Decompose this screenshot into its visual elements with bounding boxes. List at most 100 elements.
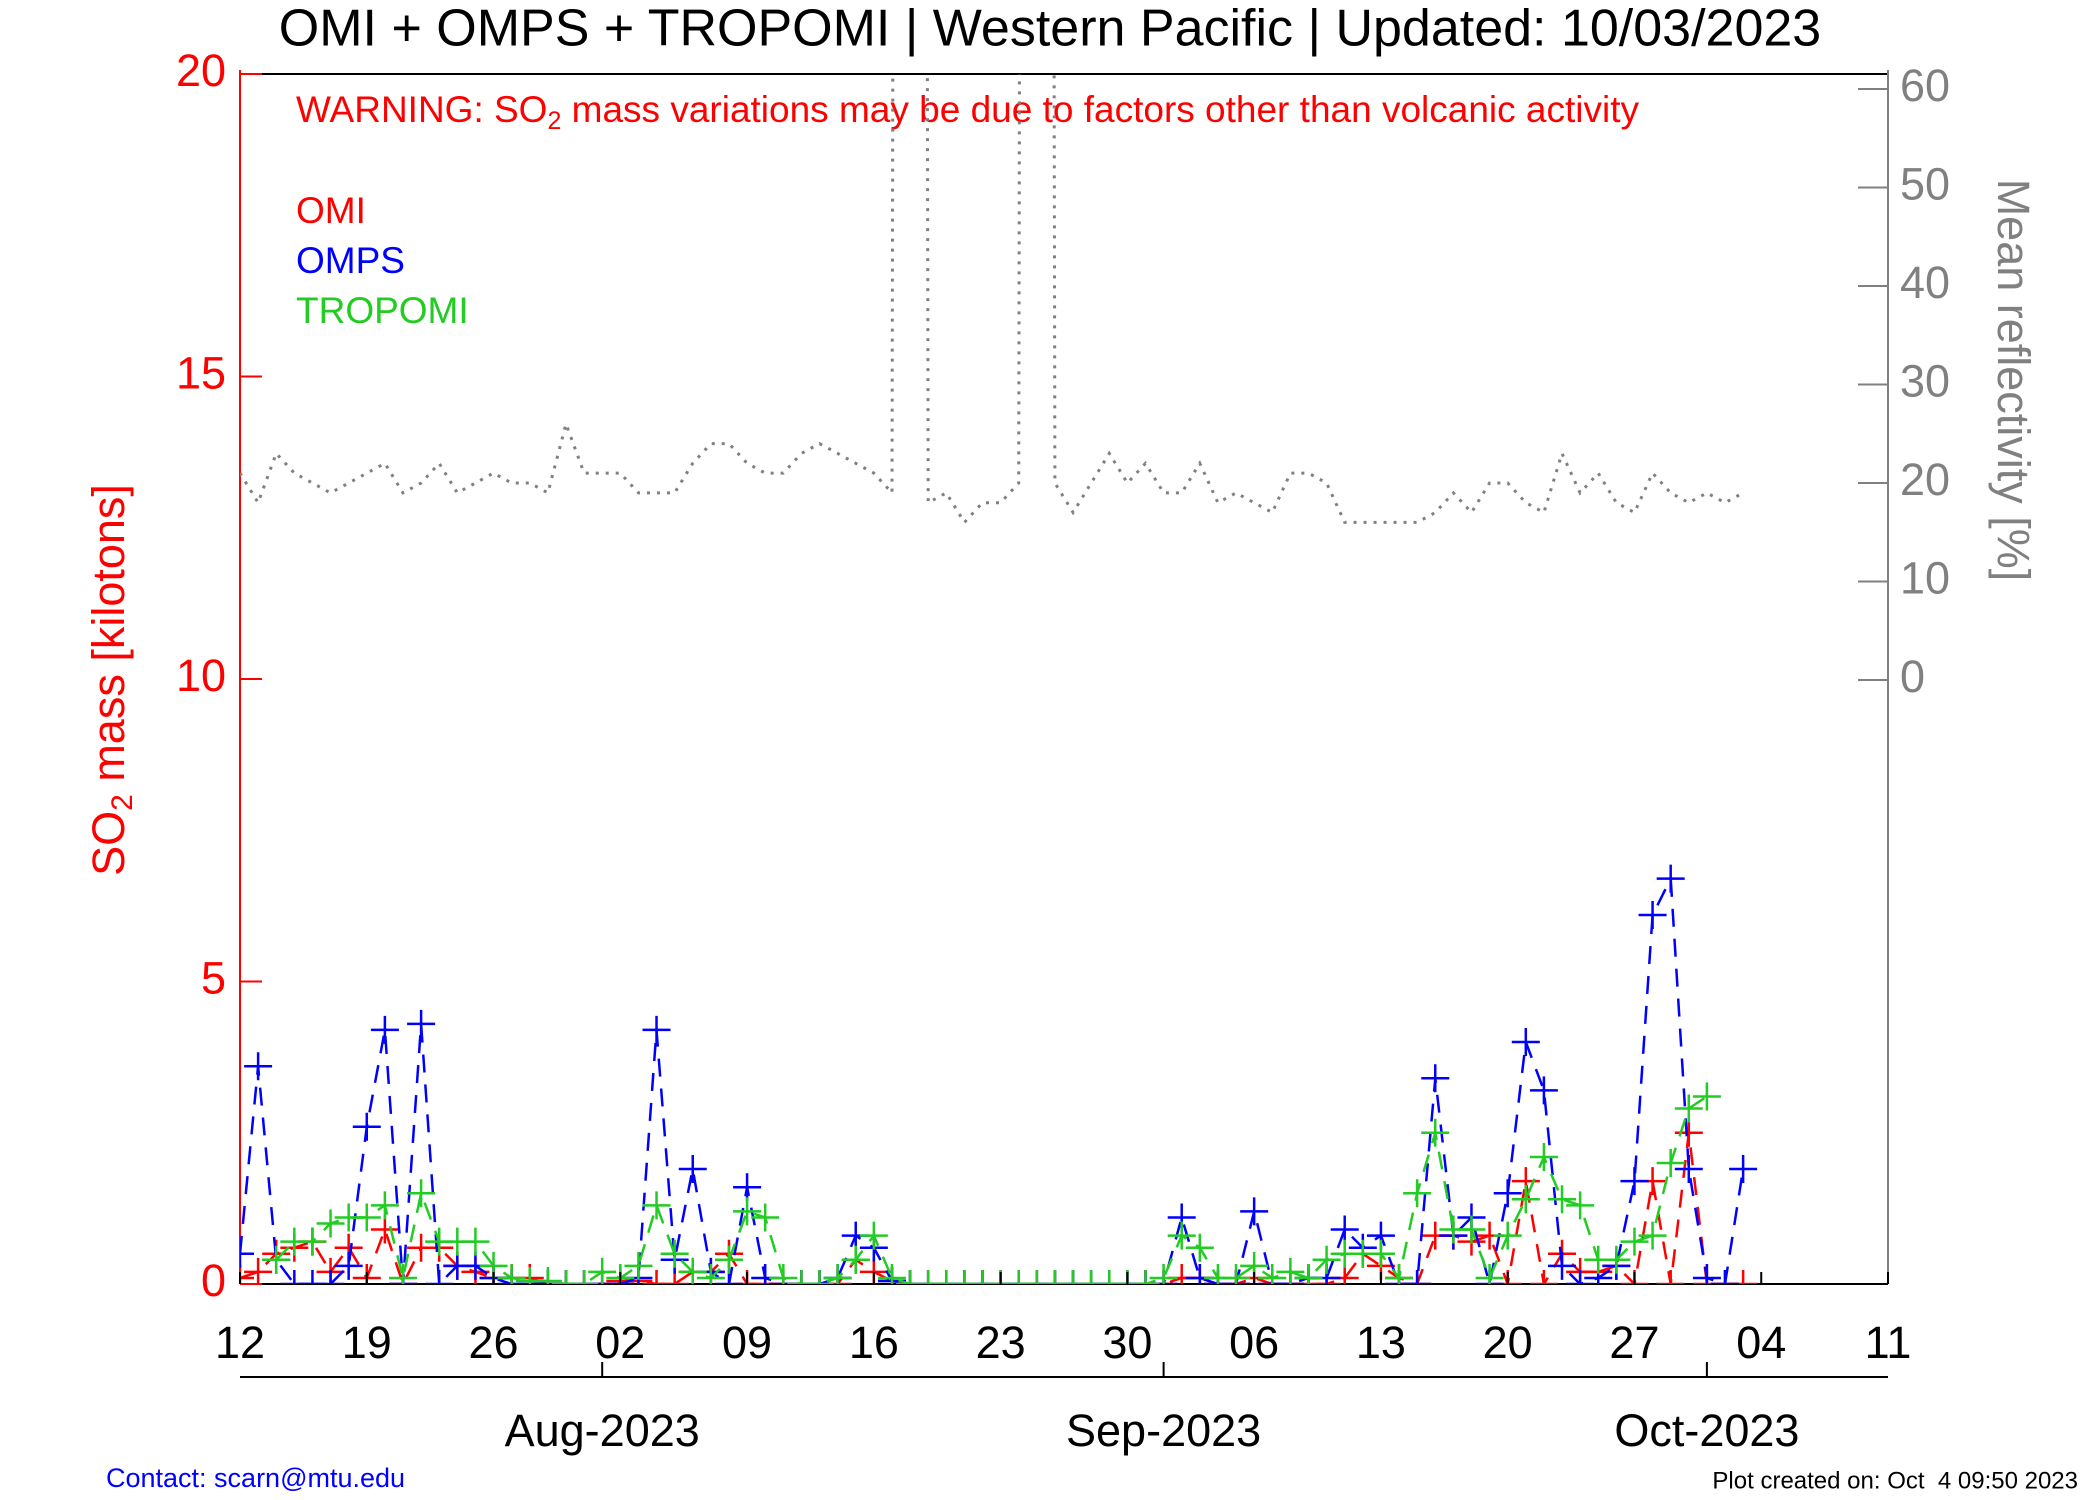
point-marker <box>1729 1155 1758 1184</box>
point-marker <box>877 1263 906 1284</box>
y-tick-label: 10 <box>176 650 226 701</box>
point-marker <box>425 1270 454 1284</box>
point-marker <box>841 1245 870 1274</box>
point-marker <box>1674 1155 1703 1184</box>
y-tick-label: 5 <box>201 952 226 1003</box>
y-axis-label: SO2 mass [kilotons] <box>83 484 139 876</box>
point-marker <box>787 1270 816 1284</box>
point-marker <box>1638 900 1667 929</box>
point-marker <box>280 1270 309 1284</box>
y2-tick-label: 10 <box>1900 552 1950 603</box>
point-marker <box>1674 1118 1703 1147</box>
point-marker <box>751 1203 780 1232</box>
point-marker <box>733 1173 762 1202</box>
x-tick-label: 12 <box>215 1317 265 1368</box>
y2-tick-label: 50 <box>1900 158 1950 209</box>
point-marker <box>1692 1263 1721 1284</box>
point-marker <box>407 1009 436 1038</box>
x-tick-label: 06 <box>1229 1317 1279 1368</box>
x-tick-label: 27 <box>1609 1317 1659 1368</box>
point-marker <box>660 1239 689 1268</box>
point-marker <box>1403 1179 1432 1208</box>
y-tick-label: 15 <box>176 347 226 398</box>
point-marker <box>1620 1167 1649 1196</box>
point-marker <box>316 1270 345 1284</box>
point-marker <box>1566 1191 1595 1220</box>
point-marker <box>1167 1221 1196 1250</box>
y2-tick-label: 40 <box>1900 257 1950 308</box>
point-marker <box>1457 1215 1486 1244</box>
point-marker <box>298 1227 327 1256</box>
point-marker <box>1511 1028 1540 1056</box>
y-tick-label: 20 <box>176 45 226 96</box>
point-marker <box>1403 1270 1432 1284</box>
point-marker <box>570 1270 599 1284</box>
point-marker <box>932 1270 961 1284</box>
point-marker <box>1149 1263 1178 1284</box>
point-marker <box>859 1221 888 1250</box>
created-note: Plot created on: Oct 4 09:50 2023 <box>1712 1467 2078 1494</box>
y2-tick-label: 0 <box>1900 651 1925 702</box>
point-marker <box>714 1270 743 1284</box>
point-marker <box>240 1263 254 1284</box>
point-marker <box>1566 1270 1595 1284</box>
x-tick-label: 02 <box>595 1317 645 1368</box>
point-marker <box>1711 1270 1740 1284</box>
y2-tick-label: 60 <box>1900 60 1950 111</box>
y2-tick-label: 30 <box>1900 355 1950 406</box>
warning-text: mass variations may be due to factors ot… <box>561 89 1639 130</box>
series-line <box>275 1095 1708 1284</box>
month-label: Sep-2023 <box>1066 1405 1261 1456</box>
point-marker <box>1656 864 1685 893</box>
point-marker <box>1312 1245 1341 1274</box>
point-marker <box>1059 1270 1088 1284</box>
legend-entry: OMI <box>296 190 366 231</box>
x-tick-label: 11 <box>1865 1317 1912 1368</box>
point-marker <box>1529 1142 1558 1171</box>
point-marker <box>1674 1094 1703 1123</box>
x-tick-label: 19 <box>342 1317 392 1368</box>
point-marker <box>1511 1185 1540 1214</box>
point-marker <box>733 1197 762 1226</box>
warning: WARNING: SO2 mass variations may be due … <box>296 89 1639 135</box>
legend-entry: TROPOMI <box>296 290 469 331</box>
point-marker <box>497 1263 526 1284</box>
point-marker <box>316 1209 345 1238</box>
legend-entry: OMPS <box>296 240 405 281</box>
point-marker <box>805 1270 834 1284</box>
point-marker <box>696 1263 725 1284</box>
x-tick-label: 23 <box>976 1317 1026 1368</box>
point-marker <box>352 1112 381 1141</box>
point-marker <box>1222 1263 1251 1284</box>
point-marker <box>1548 1251 1577 1280</box>
point-marker <box>244 1257 273 1284</box>
point-marker <box>1385 1263 1414 1284</box>
x-tick-label: 04 <box>1736 1317 1786 1368</box>
point-marker <box>1692 1082 1721 1111</box>
y2-tick-label: 20 <box>1900 454 1950 505</box>
x-tick-label: 20 <box>1483 1317 1533 1368</box>
month-label: Aug-2023 <box>505 1405 700 1456</box>
point-marker <box>950 1270 979 1284</box>
y-label-sub: 2 <box>106 794 139 811</box>
point-marker <box>1330 1215 1359 1244</box>
point-marker <box>1185 1233 1214 1262</box>
point-marker <box>1258 1263 1287 1284</box>
contact: Contact: scarn@mtu.edu <box>106 1463 405 1493</box>
point-marker <box>334 1251 363 1280</box>
point-marker <box>1602 1245 1631 1274</box>
point-marker <box>244 1052 273 1081</box>
series-line <box>240 74 1744 525</box>
point-marker <box>1004 1270 1033 1284</box>
x-tick-label: 26 <box>469 1317 519 1368</box>
chart-title: OMI + OMPS + TROPOMI | Western Pacific |… <box>279 0 1821 58</box>
point-marker <box>1421 1064 1450 1093</box>
series-line <box>240 1132 1744 1284</box>
point-marker <box>1022 1270 1051 1284</box>
x-tick-label: 13 <box>1356 1317 1406 1368</box>
point-marker <box>1131 1270 1160 1284</box>
point-marker <box>1656 1270 1685 1284</box>
point-marker <box>240 1239 254 1268</box>
point-marker <box>660 1270 689 1284</box>
